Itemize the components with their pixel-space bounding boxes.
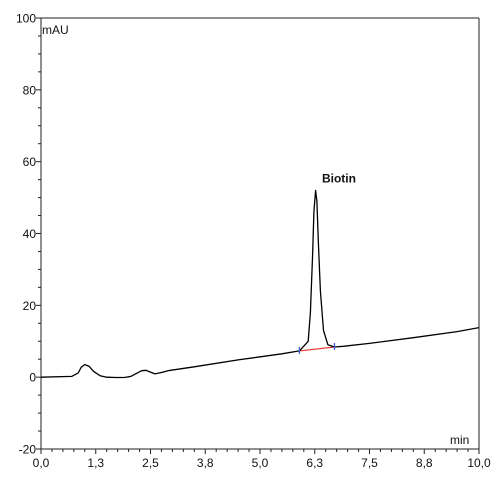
x-tick-label: 0,0 bbox=[33, 456, 50, 470]
x-axis-unit-label: min bbox=[450, 433, 469, 447]
x-tick-label: 8,8 bbox=[416, 456, 433, 470]
signal-trace bbox=[40, 189, 480, 379]
x-tick-label: 6,3 bbox=[306, 456, 323, 470]
x-tick-label: 2,5 bbox=[142, 456, 159, 470]
peak-label: Biotin bbox=[322, 171, 356, 185]
ticks-layer: -20 0 20 40 60 80 100 0,0 1,3 2,5 3,8 5,0 6,3 7,5 8,8 1… bbox=[16, 12, 491, 471]
y-tick-label: 100 bbox=[16, 12, 36, 26]
y-tick-label: 80 bbox=[23, 83, 37, 97]
integration-baseline bbox=[299, 346, 335, 352]
y-tick-label: 40 bbox=[23, 227, 37, 241]
series-layer bbox=[40, 189, 480, 379]
baseline-layer bbox=[299, 346, 335, 352]
x-tick-label: 10,0 bbox=[467, 456, 491, 470]
x-tick-label: 5,0 bbox=[252, 456, 269, 470]
y-tick-label: -20 bbox=[19, 443, 37, 457]
y-tick-label: 20 bbox=[23, 299, 37, 313]
axes-layer bbox=[40, 17, 480, 450]
x-tick-label: 1,3 bbox=[87, 456, 104, 470]
x-tick-label: 7,5 bbox=[361, 456, 378, 470]
marks-layer: Biotin bbox=[298, 171, 356, 354]
y-tick-label: 60 bbox=[23, 155, 37, 169]
y-axis-unit-label: mAU bbox=[42, 23, 69, 37]
y-tick-label: 0 bbox=[29, 371, 36, 385]
x-tick-label: 3,8 bbox=[197, 456, 214, 470]
